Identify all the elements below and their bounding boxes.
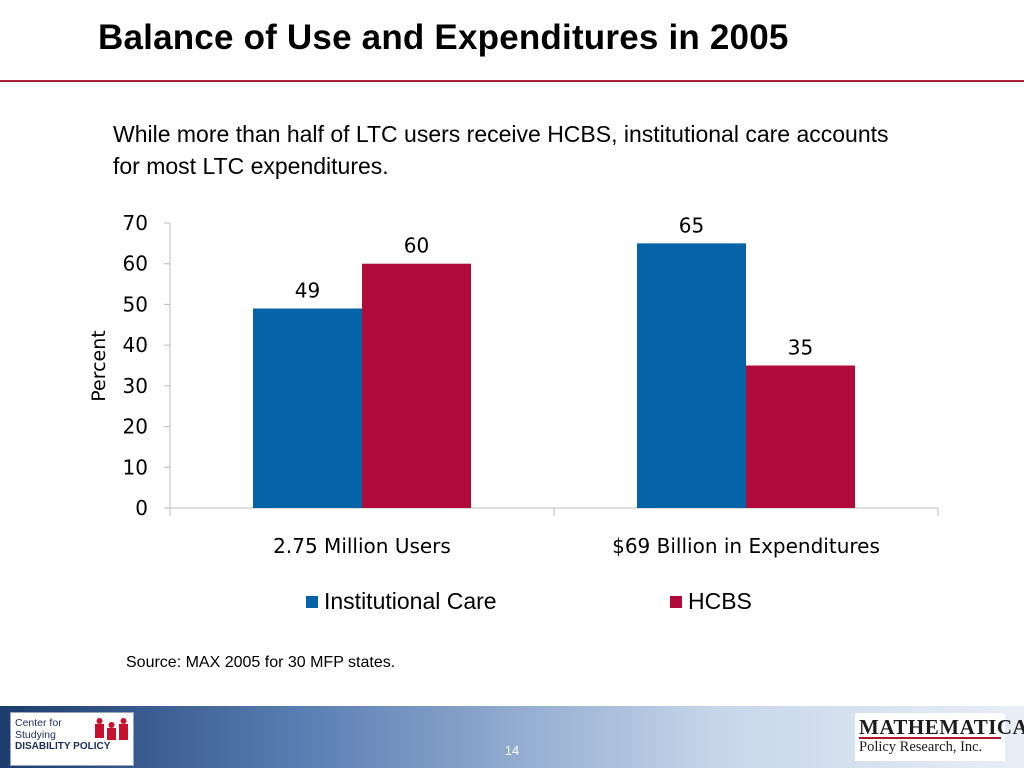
logo-right-line1: MATHEMATICA (859, 715, 1024, 739)
legend-swatch-hcbs (670, 595, 682, 608)
csdp-logo: Center for Studying DISABILITY POLICY (10, 712, 134, 766)
y-tick-label: 0 (135, 496, 148, 520)
logo-left-line3: DISABILITY POLICY (15, 741, 111, 752)
legend-swatch-institutional (306, 595, 318, 608)
footer-bar (0, 706, 1024, 768)
bar-institutional (253, 308, 362, 508)
x-category-label: $69 Billion in Expenditures (612, 534, 880, 558)
y-tick-label: 30 (123, 374, 148, 398)
title-rule (0, 80, 1024, 82)
mathematica-logo: MATHEMATICA Policy Research, Inc. (855, 713, 1024, 761)
y-tick-label: 60 (123, 252, 148, 276)
data-label: 35 (788, 336, 813, 360)
logo-right-line2: Policy Research, Inc. (859, 739, 983, 755)
logo-left-line1: Center for (15, 717, 62, 729)
page-number: 14 (504, 743, 520, 758)
y-tick-label: 10 (123, 455, 148, 479)
legend-item-hcbs: HCBS (670, 588, 752, 615)
y-axis-label: Percent (88, 330, 110, 402)
y-tick-label: 40 (123, 333, 148, 357)
data-label: 60 (404, 234, 429, 258)
slide-subtitle: While more than half of LTC users receiv… (113, 121, 889, 179)
data-label: 49 (295, 279, 320, 303)
x-category-label: 2.75 Million Users (273, 534, 451, 558)
data-label: 65 (679, 213, 704, 237)
source-note: Source: MAX 2005 for 30 MFP states. (126, 654, 396, 671)
bar-hcbs (746, 365, 855, 508)
y-tick-label: 50 (123, 292, 148, 316)
logo-left-line2: Studying (15, 729, 56, 741)
legend-label-hcbs: HCBS (688, 588, 752, 614)
people-icon (95, 718, 128, 740)
y-tick-label: 70 (123, 211, 148, 235)
bar-chart: 0 10 20 30 40 50 60 70 Percent 49 60 2.75 Million U… (88, 211, 939, 558)
legend-item-institutional: Institutional Care (306, 588, 497, 615)
bar-hcbs (362, 263, 471, 508)
bar-institutional (637, 243, 746, 508)
legend-label-institutional: Institutional Care (324, 588, 497, 614)
y-tick-label: 20 (123, 415, 148, 439)
logo-right-rule (859, 737, 1001, 739)
slide-title: Balance of Use and Expenditures in 2005 (98, 18, 789, 57)
